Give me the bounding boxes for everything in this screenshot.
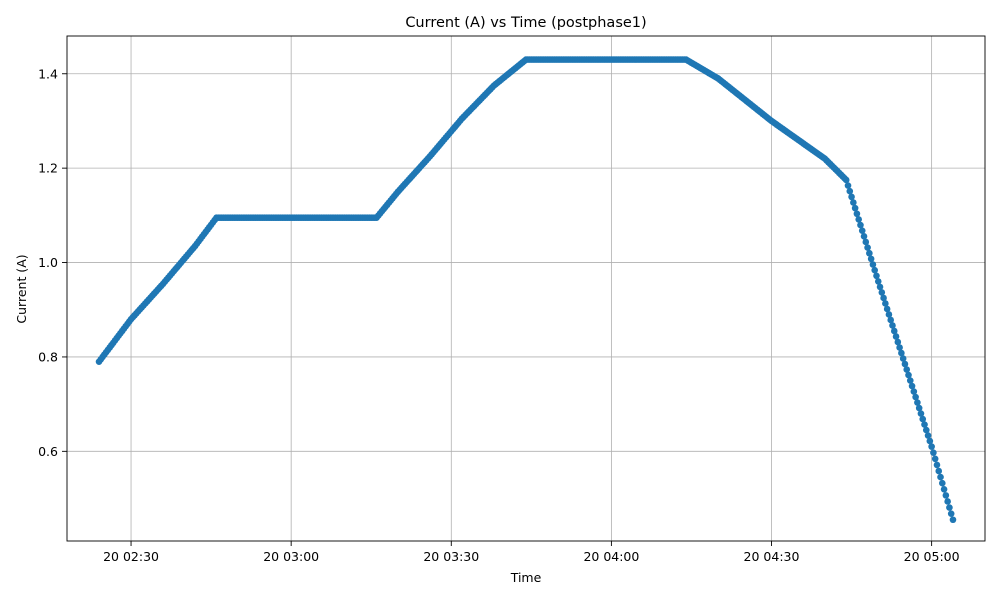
- data-point: [866, 249, 873, 257]
- data-point: [915, 404, 923, 412]
- data-point: [937, 473, 944, 481]
- data-point: [892, 333, 900, 340]
- data-point: [876, 283, 884, 291]
- data-point: [882, 300, 889, 307]
- data-point: [857, 221, 864, 229]
- x-tick-label: 20 03:30: [423, 549, 479, 564]
- data-point: [899, 355, 907, 362]
- data-point: [908, 382, 916, 390]
- data-point: [873, 272, 880, 280]
- data-point: [853, 210, 861, 218]
- data-point: [896, 344, 903, 351]
- data-point: [894, 338, 902, 346]
- data-point: [922, 426, 930, 434]
- data-point: [844, 182, 852, 189]
- data-point: [944, 498, 951, 505]
- x-tick-label: 20 05:00: [904, 549, 960, 564]
- data-point: [864, 244, 871, 251]
- y-tick-label: 1.2: [38, 161, 58, 176]
- data-point: [914, 399, 921, 406]
- data-point: [940, 485, 948, 493]
- x-tick-label: 20 04:00: [583, 549, 639, 564]
- data-point: [910, 388, 918, 395]
- data-point: [860, 233, 868, 240]
- data-point: [878, 289, 886, 296]
- data-point: [871, 266, 878, 274]
- data-point: [889, 322, 896, 329]
- data-point: [930, 449, 937, 457]
- y-tick-label: 1.0: [38, 255, 58, 270]
- data-point: [883, 305, 891, 313]
- data-point: [848, 193, 855, 201]
- data-point: [880, 294, 887, 302]
- data-point: [921, 421, 928, 428]
- y-tick-label: 0.8: [38, 349, 58, 364]
- data-point: [858, 227, 866, 234]
- data-point: [947, 510, 955, 517]
- data-point: [939, 479, 946, 487]
- data-point: [949, 516, 957, 524]
- x-tick-label: 20 03:00: [263, 549, 319, 564]
- points-layer: [95, 56, 957, 524]
- data-point: [919, 415, 927, 423]
- data-point: [906, 377, 914, 384]
- data-point: [867, 255, 875, 263]
- data-point: [928, 443, 935, 450]
- data-point: [850, 199, 857, 206]
- data-point: [846, 187, 854, 195]
- data-point: [924, 432, 932, 439]
- data-point: [903, 366, 911, 373]
- y-axis-label: Current (A): [14, 254, 29, 323]
- data-point: [926, 437, 934, 445]
- chart-title: Current (A) vs Time (postphase1): [405, 15, 646, 31]
- data-point: [933, 461, 941, 469]
- data-point: [890, 327, 898, 335]
- data-point: [901, 360, 909, 368]
- data-point: [842, 176, 850, 184]
- grid-layer: [67, 36, 985, 541]
- plot-frame: [66, 35, 986, 542]
- data-point: [869, 261, 877, 268]
- data-point: [931, 455, 939, 463]
- data-point: [942, 492, 950, 499]
- data-point: [905, 371, 912, 379]
- data-point: [862, 238, 870, 246]
- data-point: [935, 467, 943, 475]
- data-point: [851, 204, 859, 212]
- data-point: [885, 311, 893, 318]
- data-point: [855, 216, 862, 223]
- y-tick-label: 0.6: [38, 444, 58, 459]
- data-point: [912, 393, 919, 401]
- data-point: [917, 410, 925, 417]
- data-point: [874, 278, 882, 285]
- x-axis-label: Time: [510, 570, 542, 585]
- ticks-layer: 20 02:30 20 03:00 20 03:30 20 04:00 20 04:30…: [38, 66, 960, 564]
- data-point: [946, 504, 953, 511]
- x-tick-label: 20 02:30: [103, 549, 159, 564]
- y-tick-label: 1.4: [38, 66, 58, 81]
- data-point: [887, 316, 895, 324]
- x-tick-label: 20 04:30: [744, 549, 800, 564]
- data-point: [898, 349, 905, 357]
